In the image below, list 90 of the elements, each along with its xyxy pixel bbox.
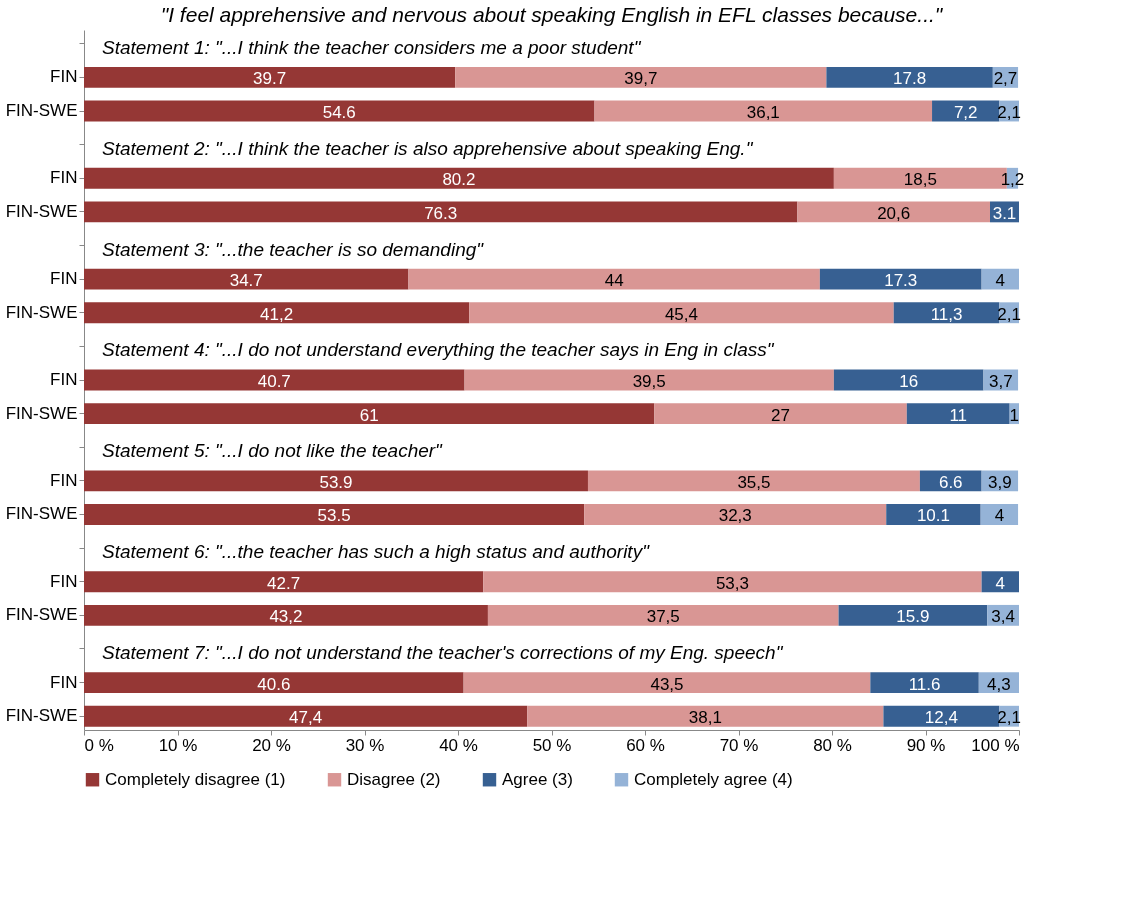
data-label: 35,5 <box>737 472 771 492</box>
data-label: 17.8 <box>893 69 927 89</box>
x-tick-label: 50 % <box>532 735 572 755</box>
annotation: Statement 7: "...I do not understand the teacher's corrections of my Eng. speech" <box>102 641 784 663</box>
data-label: 61 <box>359 405 379 425</box>
data-label: 4 <box>995 573 1006 593</box>
data-label: 54.6 <box>322 103 356 123</box>
data-label: 11 <box>949 405 968 425</box>
x-tick-label: 10 % <box>158 735 198 755</box>
data-label: 2,1 <box>997 708 1021 728</box>
y-tick-label: FIN-SWE <box>5 706 78 726</box>
data-label: 3,9 <box>988 472 1012 492</box>
data-label: 12,4 <box>924 708 958 728</box>
data-label: 4 <box>994 506 1005 526</box>
data-label: 44 <box>604 271 624 291</box>
y-tick-label: FIN-SWE <box>5 302 78 322</box>
data-label: 2,1 <box>997 304 1021 324</box>
data-label: 39,5 <box>632 372 666 391</box>
annotation: Statement 1: "...I think the teacher considers me a poor student" <box>102 36 642 58</box>
data-label: 18,5 <box>903 170 937 190</box>
data-label: 6.6 <box>938 472 963 492</box>
data-label: 7,2 <box>953 103 978 123</box>
data-label: 15.9 <box>896 607 930 627</box>
x-tick-label: 20 % <box>252 735 291 755</box>
data-label: 40.7 <box>257 372 291 391</box>
data-label: 11.6 <box>908 674 941 694</box>
data-label: 45,4 <box>664 304 699 324</box>
data-label: 39,7 <box>624 69 658 89</box>
data-label: 37,5 <box>646 607 680 627</box>
x-tick-label: 0 % <box>84 735 114 755</box>
legend-label: Agree (3) <box>502 769 573 789</box>
x-tick-label: 80 % <box>813 735 852 755</box>
y-tick-label: FIN <box>50 571 78 591</box>
data-label: 53,3 <box>715 573 749 593</box>
data-label: 39.7 <box>253 69 287 89</box>
data-label: 27 <box>771 405 791 425</box>
data-label: 80.2 <box>442 170 476 190</box>
y-tick-label: FIN <box>50 672 78 692</box>
data-label: 1,2 <box>1000 170 1025 190</box>
y-tick-label: FIN-SWE <box>5 403 78 423</box>
legend-label: Completely agree (4) <box>634 769 793 789</box>
data-label: 2,7 <box>993 69 1018 89</box>
data-label: 47,4 <box>289 708 323 728</box>
data-label: 41,2 <box>260 304 294 324</box>
data-label: 34.7 <box>229 271 263 291</box>
data-label: 11,3 <box>930 304 963 324</box>
legend-label: Completely disagree (1) <box>105 769 286 789</box>
data-label: 53.9 <box>319 472 353 492</box>
y-tick-label: FIN <box>50 370 78 389</box>
y-tick-label: FIN-SWE <box>5 201 78 221</box>
data-label: 16 <box>899 372 919 391</box>
annotation: Statement 5: "...I do not like the teacher" <box>102 440 444 462</box>
annotation: Statement 4: "...I do not understand everything the teacher says in Eng in class" <box>102 339 775 361</box>
data-label: 38,1 <box>688 708 722 728</box>
y-tick-label: FIN-SWE <box>5 504 78 524</box>
x-tick-label: 70 % <box>719 735 759 755</box>
data-label: 36,1 <box>746 103 780 123</box>
data-label: 4,3 <box>987 674 1011 694</box>
data-label: 3,7 <box>988 372 1013 391</box>
y-tick-label: FIN-SWE <box>5 605 78 625</box>
data-label: 43,5 <box>650 674 684 694</box>
y-tick-label: FIN-SWE <box>5 101 78 121</box>
legend-label: Disagree (2) <box>347 769 441 789</box>
y-tick-label: FIN <box>50 168 78 188</box>
chart-title: "I feel apprehensive and nervous about speaking English in EFL classes because..." <box>160 3 944 26</box>
data-label: 4 <box>995 271 1006 291</box>
data-label: 53.5 <box>317 506 351 526</box>
data-label: 17.3 <box>884 271 918 291</box>
data-label: 3.1 <box>992 203 1017 223</box>
y-tick-label: FIN <box>50 470 78 490</box>
data-label: 1 <box>1009 405 1020 425</box>
data-label: 10.1 <box>916 506 950 526</box>
data-label: 42.7 <box>267 573 301 593</box>
data-label: 32,3 <box>718 506 752 526</box>
y-tick-label: FIN <box>50 67 78 87</box>
annotation: Statement 3: "...the teacher is so demanding" <box>102 238 485 260</box>
data-label: 20,6 <box>877 203 911 223</box>
x-tick-label: 60 % <box>626 735 665 755</box>
data-label: 3,4 <box>991 607 1015 627</box>
x-tick-label: 40 % <box>439 735 478 755</box>
data-label: 43,2 <box>269 607 303 627</box>
data-label: 76.3 <box>424 203 458 223</box>
y-tick-label: FIN <box>50 269 78 289</box>
x-tick-label: 90 % <box>906 735 946 755</box>
x-tick-label: 30 % <box>345 735 385 755</box>
annotation: Statement 2: "...I think the teacher is also apprehensive about speaking Eng." <box>102 137 754 159</box>
x-tick-label: 100 % <box>971 735 1020 755</box>
annotation: Statement 6: "...the teacher has such a high status and authority" <box>102 541 651 563</box>
data-label: 40.6 <box>257 674 291 694</box>
data-label: 2,1 <box>997 103 1021 123</box>
